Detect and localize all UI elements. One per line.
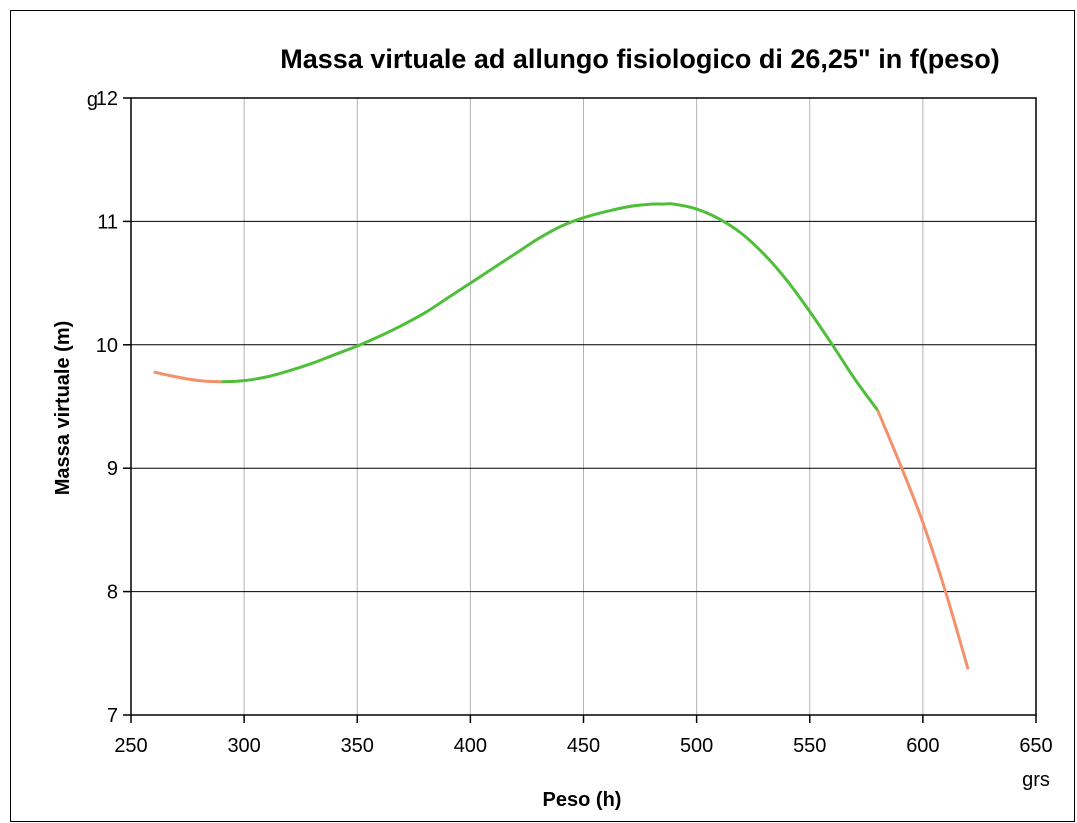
x-tick-label: 500: [680, 735, 713, 757]
grid-layer: [130, 97, 1037, 716]
tick-label-layer: 250 300 350 400 450 500 550 600 650 7 8 9 10 11 12: [96, 88, 1053, 757]
x-tick-label: 650: [1019, 735, 1052, 757]
series-layer: [153, 202, 970, 670]
chart-title: Massa virtuale ad allungo fisiologico di…: [280, 44, 999, 74]
y-tick-label: 7: [107, 705, 118, 727]
y-tick-label: 11: [97, 211, 118, 233]
x-tick-label: 400: [454, 735, 487, 757]
x-tick-label: 550: [793, 735, 826, 757]
y-tick-label: 12: [96, 88, 118, 110]
series-line-3: [876, 409, 970, 670]
chart-frame: [10, 10, 1075, 822]
x-tick-label: 450: [567, 735, 600, 757]
x-tick-label: 600: [906, 735, 939, 757]
x-tick-label: 300: [227, 735, 260, 757]
x-tick-label: 250: [114, 735, 147, 757]
y-axis-title: Massa virtuale (m): [52, 321, 74, 496]
y-tick-label: 9: [107, 458, 118, 480]
axis-layer: [123, 97, 1037, 723]
series-line-2: [221, 202, 879, 412]
series-line-1: [153, 370, 222, 384]
y-unit-label: g: [87, 89, 98, 111]
x-axis-title: Peso (h): [543, 789, 622, 811]
y-tick-label: 8: [107, 582, 118, 604]
x-tick-label: 350: [341, 735, 374, 757]
x-unit-label: grs: [1022, 769, 1050, 791]
y-tick-label: 10: [96, 335, 118, 357]
